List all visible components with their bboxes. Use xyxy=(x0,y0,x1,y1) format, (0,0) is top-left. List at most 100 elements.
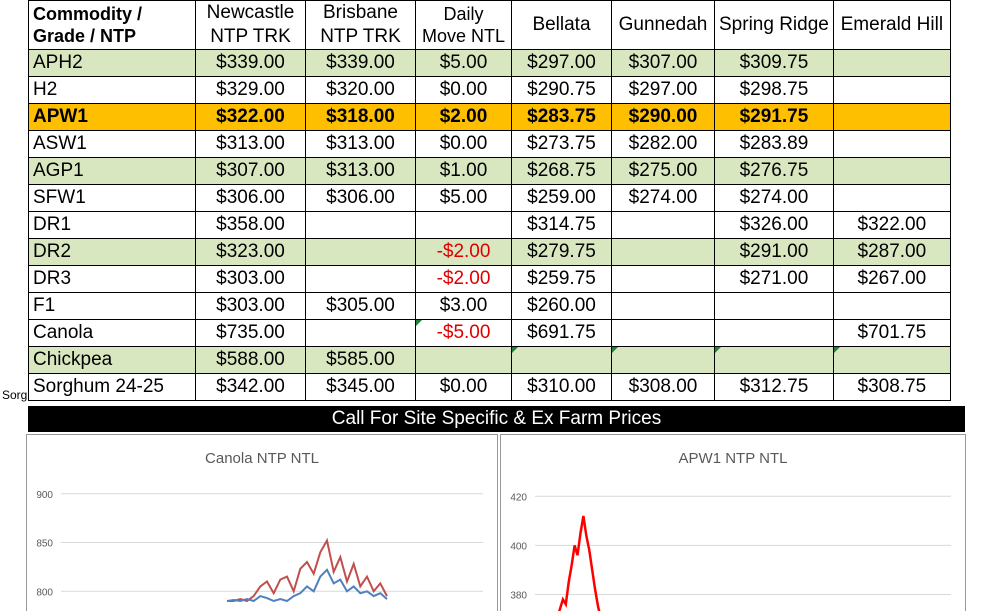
price-cell xyxy=(305,238,416,266)
price-cell: $291.75 xyxy=(714,103,834,131)
price-cell: $701.75 xyxy=(832,319,951,347)
price-table: Commodity / Grade / NTP Newcastle NTP TRK Br… xyxy=(28,0,951,401)
price-cell: $287.00 xyxy=(832,238,951,266)
price-cell: $313.00 xyxy=(195,130,306,158)
price-cell: $313.00 xyxy=(305,130,416,158)
price-cell: $303.00 xyxy=(195,265,306,293)
price-cell: -$2.00 xyxy=(415,238,512,266)
price-cell: -$2.00 xyxy=(415,265,512,293)
price-cell: $358.00 xyxy=(195,211,306,239)
price-cell: $307.00 xyxy=(611,49,715,77)
price-cell: $275.00 xyxy=(611,157,715,185)
price-cell xyxy=(832,49,951,77)
price-cell: $322.00 xyxy=(195,103,306,131)
price-cell: $297.00 xyxy=(611,76,715,104)
sheet-fragment-label: Sorg xyxy=(2,388,28,402)
price-cell: $306.00 xyxy=(305,184,416,212)
price-cell: $259.00 xyxy=(511,184,612,212)
commodity-cell: H2 xyxy=(28,76,196,104)
price-cell xyxy=(832,184,951,212)
table-row: F1 $303.00 $305.00 $3.00 $260.00 xyxy=(28,292,951,320)
chart-title: Canola NTP NTL xyxy=(205,450,319,467)
table-row: AGP1 $307.00 $313.00 $1.00 $268.75 $275.00 $27… xyxy=(28,157,951,185)
y-tick-label: 850 xyxy=(36,539,53,550)
price-cell: $290.75 xyxy=(511,76,612,104)
price-cell: $735.00 xyxy=(195,319,306,347)
price-cell: $291.00 xyxy=(714,238,834,266)
comment-marker-icon xyxy=(834,347,840,353)
price-cell: $1.00 xyxy=(415,157,512,185)
apw1-chart: APW1 NTP NTL 420 400 380 xyxy=(500,434,966,611)
price-cell: $283.75 xyxy=(511,103,612,131)
price-cell: $339.00 xyxy=(305,49,416,77)
price-cell xyxy=(611,265,715,293)
column-header: Gunnedah xyxy=(611,0,715,50)
price-cell: $320.00 xyxy=(305,76,416,104)
price-cell: $267.00 xyxy=(832,265,951,293)
price-cell: $274.00 xyxy=(611,184,715,212)
price-cell: $691.75 xyxy=(511,319,612,347)
price-cell xyxy=(611,238,715,266)
comment-marker-icon xyxy=(612,347,618,353)
price-cell: $268.75 xyxy=(511,157,612,185)
price-cell: $326.00 xyxy=(714,211,834,239)
price-cell xyxy=(832,130,951,158)
column-header: Brisbane NTP TRK xyxy=(305,0,416,50)
y-tick-label: 900 xyxy=(36,490,53,501)
price-cell: $313.00 xyxy=(305,157,416,185)
price-cell: $345.00 xyxy=(305,373,416,401)
price-cell: $303.00 xyxy=(195,292,306,320)
price-cell: $310.00 xyxy=(511,373,612,401)
price-cell: $298.75 xyxy=(714,76,834,104)
y-tick-label: 800 xyxy=(36,587,53,598)
price-cell: $342.00 xyxy=(195,373,306,401)
comment-marker-icon xyxy=(416,320,422,326)
price-cell: $290.00 xyxy=(611,103,715,131)
price-cell xyxy=(832,346,951,374)
table-body: APH2 $339.00 $339.00 $5.00 $297.00 $307.00 $30… xyxy=(28,49,951,401)
commodity-cell: SFW1 xyxy=(28,184,196,212)
price-cell: $282.00 xyxy=(611,130,715,158)
y-tick-label: 420 xyxy=(510,492,527,503)
table-header-row: Commodity / Grade / NTP Newcastle NTP TRK Br… xyxy=(28,0,951,50)
price-cell: $274.00 xyxy=(714,184,834,212)
price-cell xyxy=(305,211,416,239)
price-cell: $279.75 xyxy=(511,238,612,266)
price-cell: $329.00 xyxy=(195,76,306,104)
price-cell: -$5.00 xyxy=(415,319,512,347)
price-cell: $308.75 xyxy=(832,373,951,401)
column-header: Spring Ridge xyxy=(714,0,834,50)
price-cell xyxy=(611,319,715,347)
price-cell xyxy=(305,265,416,293)
price-cell xyxy=(832,292,951,320)
price-cell xyxy=(714,292,834,320)
price-cell: $260.00 xyxy=(511,292,612,320)
table-row: ASW1 $313.00 $313.00 $0.00 $273.75 $282.00 $28… xyxy=(28,130,951,158)
price-cell: $314.75 xyxy=(511,211,612,239)
price-cell: $585.00 xyxy=(305,346,416,374)
price-cell xyxy=(832,103,951,131)
commodity-cell: DR1 xyxy=(28,211,196,239)
price-cell: $309.75 xyxy=(714,49,834,77)
price-cell: $276.75 xyxy=(714,157,834,185)
table-row: DR3 $303.00 -$2.00 $259.75 $271.00 $267.00 xyxy=(28,265,951,293)
table-row: Sorghum 24-25 $342.00 $345.00 $0.00 $310.00 $… xyxy=(28,373,951,401)
commodity-cell: ASW1 xyxy=(28,130,196,158)
price-cell xyxy=(714,346,834,374)
price-cell xyxy=(415,211,512,239)
apw1-chart-svg: APW1 NTP NTL 420 400 380 xyxy=(510,450,951,611)
price-cell: $318.00 xyxy=(305,103,416,131)
series-line xyxy=(558,515,601,611)
series-line xyxy=(227,537,388,603)
price-banner: Call For Site Specific & Ex Farm Prices xyxy=(28,406,965,432)
price-cell: $5.00 xyxy=(415,184,512,212)
price-cell: $0.00 xyxy=(415,130,512,158)
price-cell xyxy=(714,319,834,347)
column-header: Daily Move NTL xyxy=(415,0,512,50)
price-cell xyxy=(511,346,612,374)
price-cell: $312.75 xyxy=(714,373,834,401)
commodity-cell: APH2 xyxy=(28,49,196,77)
table-row: SFW1 $306.00 $306.00 $5.00 $259.00 $274.00 $27… xyxy=(28,184,951,212)
y-tick-label: 380 xyxy=(510,590,527,601)
price-cell xyxy=(415,346,512,374)
